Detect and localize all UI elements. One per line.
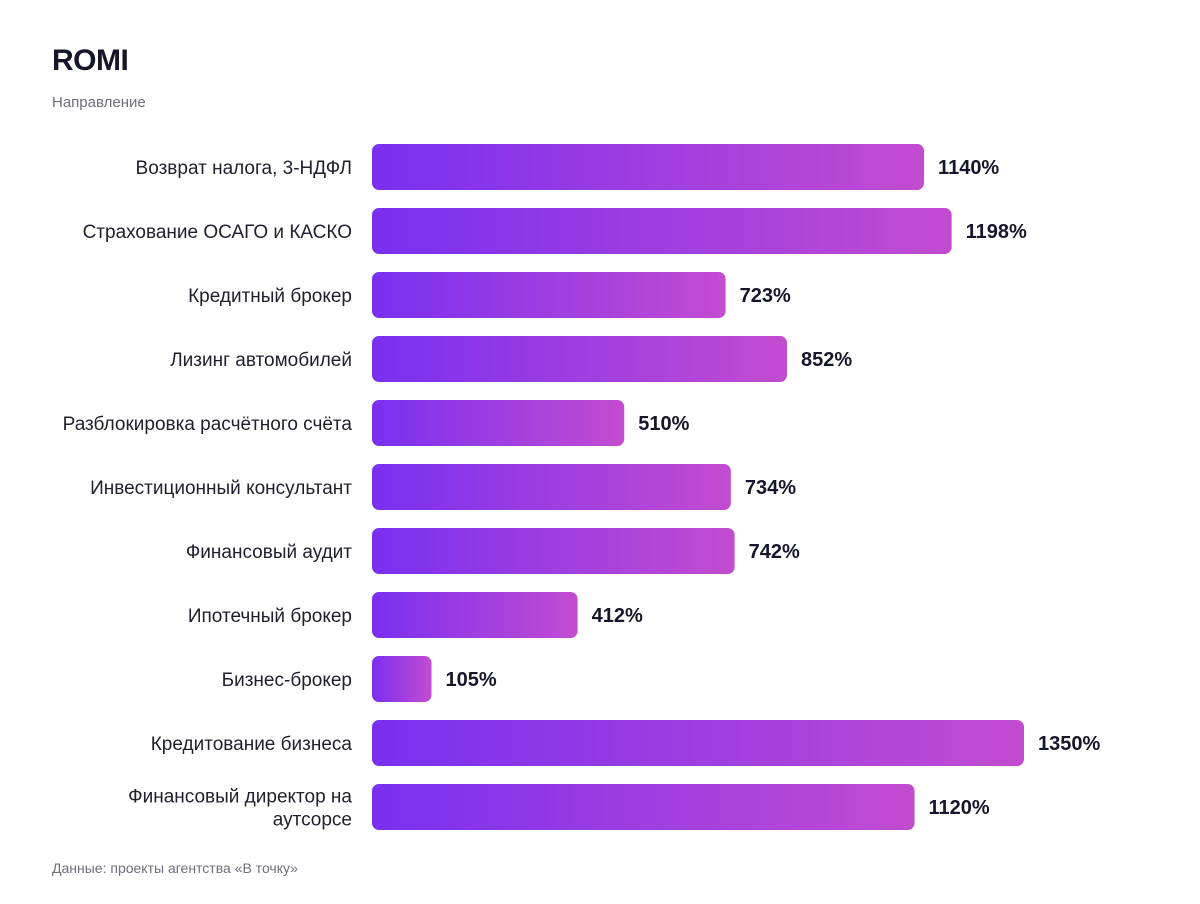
category-label: Финансовый аудит bbox=[186, 542, 352, 563]
value-label: 734% bbox=[745, 477, 796, 499]
chart-title: ROMI bbox=[52, 44, 129, 77]
category-label: Инвестиционный консультант bbox=[90, 478, 352, 499]
category-label: аутсорсе bbox=[273, 810, 352, 831]
bar bbox=[372, 592, 578, 638]
value-label: 852% bbox=[801, 349, 852, 371]
value-label: 1198% bbox=[966, 221, 1027, 243]
value-label: 412% bbox=[592, 605, 643, 627]
bars-group: Возврат налога, 3-НДФЛ 1140% Страхование О… bbox=[63, 144, 1100, 831]
bar bbox=[372, 400, 625, 446]
value-label: 1140% bbox=[938, 157, 999, 179]
bar bbox=[372, 784, 915, 830]
category-label: Разблокировка расчётного счёта bbox=[63, 414, 353, 435]
bar bbox=[372, 144, 925, 190]
category-label: Страхование ОСАГО и КАСКО bbox=[83, 222, 352, 243]
chart-subtitle: Направление bbox=[52, 94, 146, 111]
category-label: Лизинг автомобилей bbox=[170, 350, 352, 371]
bar bbox=[372, 208, 952, 254]
bar bbox=[372, 720, 1024, 766]
value-label: 1120% bbox=[929, 797, 990, 819]
category-label: Кредитование бизнеса bbox=[151, 734, 353, 755]
bar bbox=[372, 528, 735, 574]
bar bbox=[372, 656, 432, 702]
category-label: Бизнес-брокер bbox=[222, 670, 352, 691]
value-label: 723% bbox=[740, 285, 791, 307]
category-label: Финансовый директор на bbox=[128, 787, 352, 808]
category-label: Возврат налога, 3-НДФЛ bbox=[136, 158, 352, 179]
category-label: Ипотечный брокер bbox=[188, 606, 352, 627]
value-label: 510% bbox=[638, 413, 689, 435]
value-label: 105% bbox=[445, 669, 496, 691]
bar bbox=[372, 464, 731, 510]
bar bbox=[372, 272, 726, 318]
data-source-note: Данные: проекты агентства «В точку» bbox=[52, 860, 298, 876]
value-label: 742% bbox=[749, 541, 800, 563]
bar bbox=[372, 336, 787, 382]
value-label: 1350% bbox=[1038, 733, 1100, 755]
category-label: Кредитный брокер bbox=[188, 286, 352, 307]
